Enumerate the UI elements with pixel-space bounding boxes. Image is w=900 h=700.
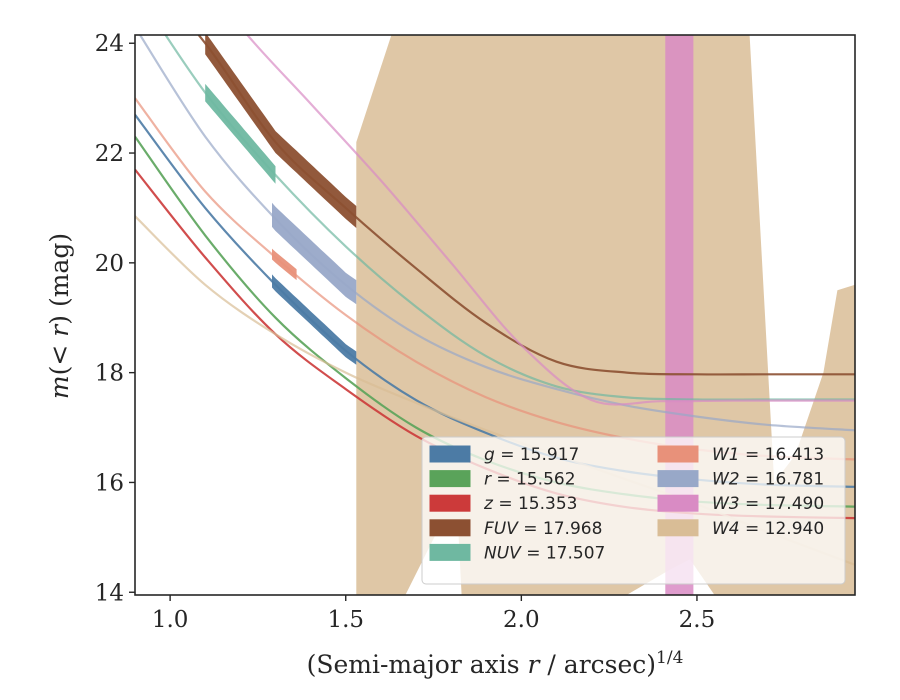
legend-label: z = 15.353 [483,494,577,514]
legend-swatch [657,519,699,537]
legend-swatch [429,519,471,537]
legend-label: g = 15.917 [484,445,579,465]
legend-label: W1 = 16.413 [712,445,824,465]
y-tick-label: 20 [95,251,124,277]
series-band-fuv [205,35,357,228]
x-tick-label: 1.5 [327,607,364,633]
plot-frame [134,34,856,596]
series-band-w2 [272,202,357,305]
x-axis-label: (Semi-major axis r / arcsec)1/4 [307,648,684,679]
y-tick-label: 22 [95,141,124,167]
axes: 1.0 1.5 2.0 2.5 14 16 18 20 22 24 [95,31,856,633]
legend-label: FUV = 17.968 [484,519,602,539]
legend-swatch [657,470,699,488]
series-band-nuv [205,83,276,184]
series-band-g [272,274,357,365]
y-tick-label: 14 [95,580,124,606]
legend-swatch [429,470,471,488]
y-tick-label: 18 [95,361,124,387]
x-tick-label: 2.0 [503,607,540,633]
legend-label: r = 15.562 [484,470,576,490]
series-band-w1 [272,248,297,281]
x-tick-label: 1.0 [152,607,189,633]
legend: g = 15.917 r = 15.562 z = 15.353 FUV = 17.9… [421,436,846,585]
y-tick-label: 16 [95,470,124,496]
series-line-w3 [245,35,855,406]
x-tick-label: 2.5 [679,607,716,633]
series-line-w2 [138,35,855,432]
legend-swatch [429,445,471,463]
legend-box [421,436,846,585]
legend-swatch [429,543,471,561]
legend-label: NUV = 17.507 [484,543,605,563]
legend-swatch [429,494,471,512]
legend-swatch [657,445,699,463]
legend-label: W4 = 12.940 [712,519,824,539]
y-axis-label: m(< r) (mag) [45,233,74,399]
legend-swatch [657,494,699,512]
y-tick-label: 24 [95,31,124,57]
legend-label: W2 = 16.781 [712,470,824,490]
legend-label: W3 = 17.490 [712,494,824,514]
